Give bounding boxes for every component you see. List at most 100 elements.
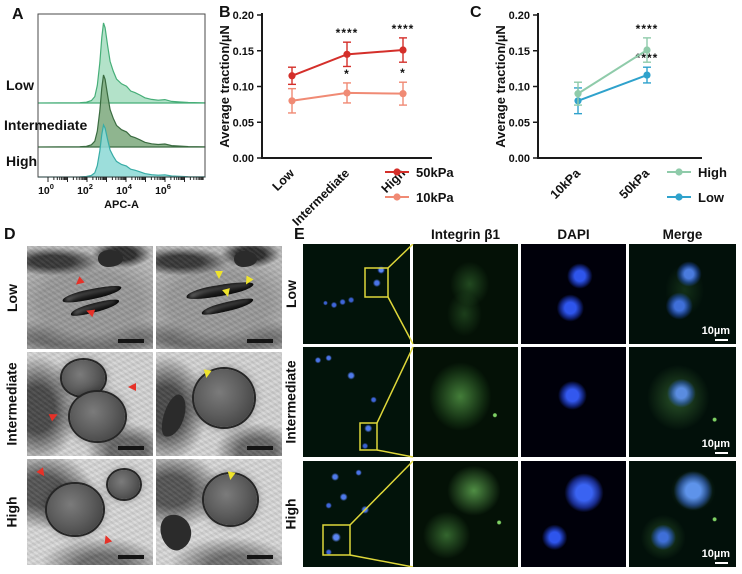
yellow-arrow-icon <box>201 369 212 379</box>
svg-text:APC-A: APC-A <box>104 199 139 211</box>
flow-group-label-low: Low <box>6 77 34 93</box>
column-header-merge: Merge <box>662 227 703 242</box>
em-image-intermediate-1 <box>27 352 153 456</box>
scale-bar-label: 10µm <box>702 326 730 341</box>
panel-d-row-label-low: Low <box>4 283 20 312</box>
svg-text:0.20: 0.20 <box>509 10 530 22</box>
flow-group-label-intermediate: Intermediate <box>4 117 88 133</box>
svg-text:****: **** <box>636 22 659 36</box>
red-arrowhead-icon <box>85 306 96 317</box>
em-image-high-1 <box>27 459 153 565</box>
fluorescence-overview-low <box>303 244 410 344</box>
svg-text:0.05: 0.05 <box>509 117 530 129</box>
fluorescence-integrin-high <box>413 461 518 567</box>
legend-marker-low <box>667 193 691 201</box>
red-arrowhead-icon <box>127 383 136 392</box>
svg-text:0.20: 0.20 <box>233 10 254 22</box>
svg-text:****: **** <box>336 26 359 40</box>
svg-text:*: * <box>344 67 350 81</box>
em-structure <box>47 484 103 536</box>
scale-bar-label: 10µm <box>702 549 730 564</box>
panel-e-row-label-intermediate: Intermediate <box>283 360 299 444</box>
panel-a-label: A <box>12 6 24 23</box>
em-structure <box>156 510 197 555</box>
svg-text:Intermediate: Intermediate <box>290 166 352 228</box>
red-arrowhead-icon <box>73 276 85 288</box>
fluorescence-merge-high: 10µm <box>629 461 736 567</box>
svg-text:50kPa: 50kPa <box>617 165 653 201</box>
em-image-intermediate-2 <box>156 352 282 456</box>
em-image-high-2 <box>156 459 282 565</box>
em-image-low-2 <box>156 246 282 349</box>
scale-bar <box>247 554 274 559</box>
flow-cytometry-histogram: 100 102 104 106 APC-A <box>37 13 206 211</box>
legend-label-high: High <box>698 164 727 180</box>
legend-b: 50kPa 10kPa <box>384 162 454 207</box>
svg-text:Average traction/µN: Average traction/µN <box>493 25 508 148</box>
svg-text:0.00: 0.00 <box>509 153 530 165</box>
panel-d-row-label-intermediate: Intermediate <box>4 362 20 446</box>
scale-bar <box>715 339 728 341</box>
panel-d-row-label-high: High <box>4 496 21 528</box>
em-structure <box>157 391 190 440</box>
em-structure <box>107 469 141 500</box>
panel-e-row-label-low: Low <box>283 280 299 308</box>
em-image-low-1 <box>27 246 153 349</box>
scale-bar-label: 10µm <box>702 439 730 454</box>
column-header-integrin-b1: Integrin β1 <box>431 227 500 242</box>
panel-d-label: D <box>4 226 16 243</box>
legend-marker-50kpa <box>385 168 409 176</box>
em-structure <box>203 473 257 525</box>
scale-bar <box>118 338 145 343</box>
svg-text:106: 106 <box>155 182 171 197</box>
fluorescence-overview-high <box>303 461 410 567</box>
legend-label-50kpa: 50kPa <box>416 164 454 180</box>
em-structure <box>97 250 123 267</box>
fluorescence-integrin-intermediate <box>413 347 518 457</box>
red-arrowhead-icon <box>101 534 112 545</box>
legend-item-low: Low <box>666 187 727 207</box>
legend-marker-high <box>667 168 691 176</box>
scale-bar <box>715 452 728 454</box>
svg-text:0.15: 0.15 <box>509 46 530 58</box>
scale-bar <box>247 338 274 343</box>
legend-label-low: Low <box>698 189 724 205</box>
svg-text:10kPa: 10kPa <box>548 165 584 201</box>
em-structure <box>193 368 255 427</box>
legend-c: High Low <box>666 162 727 207</box>
flow-group-label-high: High <box>6 153 38 169</box>
yellow-arrow-icon <box>225 471 236 481</box>
red-arrowhead-icon <box>36 466 48 479</box>
legend-marker-10kpa <box>385 193 409 201</box>
fluorescence-dapi-intermediate <box>521 347 626 457</box>
scale-bar <box>118 445 145 450</box>
scale-bar <box>118 554 145 559</box>
panel-c-label: C <box>470 4 482 21</box>
em-structure <box>201 295 255 318</box>
svg-text:0.00: 0.00 <box>233 153 254 165</box>
svg-text:0.05: 0.05 <box>233 117 254 129</box>
svg-text:100: 100 <box>38 182 54 197</box>
fluorescence-merge-low: 10µm <box>629 244 736 344</box>
yellow-arrow-icon <box>221 288 232 299</box>
svg-text:104: 104 <box>116 182 133 197</box>
svg-text:Low: Low <box>270 166 298 194</box>
panel-e-label: E <box>294 226 305 243</box>
column-header-dapi: DAPI <box>557 227 590 242</box>
svg-text:Average traction/µN: Average traction/µN <box>217 25 232 148</box>
scale-bar <box>247 445 274 450</box>
legend-item-10kpa: 10kPa <box>384 187 454 207</box>
svg-text:*: * <box>400 66 406 80</box>
fluorescence-dapi-low <box>521 244 626 344</box>
panel-b-label: B <box>219 4 231 21</box>
fluorescence-integrin-low <box>413 244 518 344</box>
fluorescence-overview-intermediate <box>303 347 410 457</box>
em-structure <box>69 391 126 442</box>
red-arrowhead-icon <box>48 410 59 422</box>
fluorescence-merge-intermediate: 10µm <box>629 347 736 457</box>
legend-label-10kpa: 10kPa <box>416 189 454 205</box>
scale-bar <box>715 562 728 564</box>
